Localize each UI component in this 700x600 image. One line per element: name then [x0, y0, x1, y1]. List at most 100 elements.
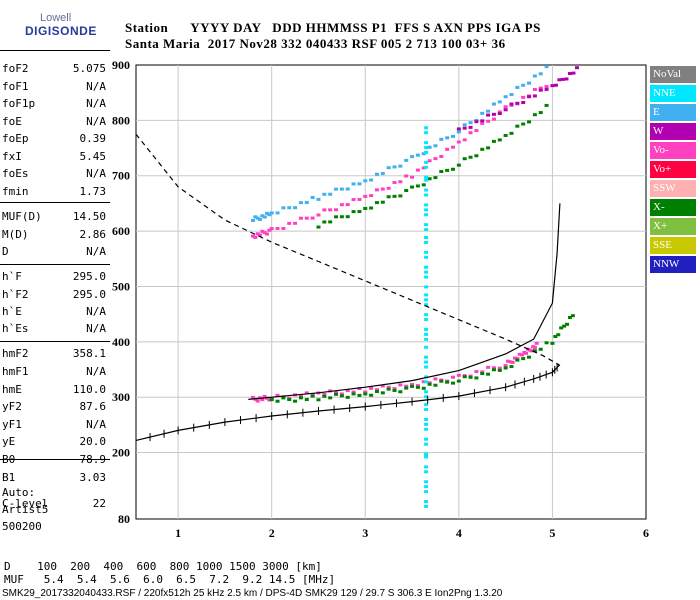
y-tick-label: 900: [112, 58, 130, 72]
param-name: M(D): [2, 228, 29, 241]
echo-point-vo-: [450, 145, 455, 149]
echo-point-vo-: [427, 159, 432, 163]
echo-point-vo-: [260, 229, 265, 233]
echo-point-w: [574, 66, 579, 70]
echo-point-x-: [468, 375, 473, 379]
echo-point-nne: [424, 255, 429, 259]
echo-point-nne: [424, 332, 429, 336]
echo-point-x-: [491, 368, 496, 372]
legend-item-x-: X+: [650, 218, 696, 235]
x-tick-label: 5: [549, 526, 555, 540]
echo-point-nne: [424, 490, 429, 494]
echo-point-w: [527, 95, 532, 99]
echo-point-e: [345, 187, 350, 191]
echo-point-vo-: [386, 186, 391, 190]
echo-point-vo-: [267, 398, 272, 402]
param-row-muf-d-: MUF(D) 14.50: [2, 210, 106, 226]
echo-point-x-: [450, 167, 455, 171]
echo-point-vo-: [269, 227, 274, 231]
echo-point-w: [491, 112, 496, 116]
echo-point-x-: [415, 184, 420, 188]
echo-point-x-: [538, 347, 543, 351]
param-name: foEp: [2, 132, 29, 145]
panel-separator: [0, 50, 110, 51]
echo-point-x-: [380, 200, 385, 204]
param-name: hmF1: [2, 365, 29, 378]
echo-point-w: [553, 83, 558, 87]
param-name: foEs: [2, 167, 29, 180]
echo-point-vo-: [534, 341, 539, 345]
echo-point-e: [404, 158, 409, 162]
echo-point-nne: [424, 160, 429, 164]
param-row-c-level: C-level 22: [2, 497, 106, 513]
param-row-ye: yE 20.0: [2, 435, 106, 451]
param-name: foF1p: [2, 97, 36, 110]
echo-point-vo-: [398, 383, 403, 387]
echo-point-w: [480, 119, 485, 123]
param-row-fof1p: foF1p N/A: [2, 97, 106, 113]
echo-point-w: [503, 108, 508, 112]
echo-point-w: [544, 87, 549, 91]
panel-separator: [0, 341, 110, 342]
echo-point-nne: [424, 465, 429, 469]
echo-point-vo-: [345, 389, 350, 393]
echo-point-vo-: [322, 208, 327, 212]
echo-point-vo-: [508, 360, 513, 364]
param-row-m-d-: M(D) 2.86: [2, 228, 106, 244]
echo-point-vo-: [310, 392, 315, 396]
echo-point-x-: [369, 393, 374, 397]
param-value: N/A: [86, 418, 106, 431]
echo-point-x-: [427, 177, 432, 181]
echo-point-vo-: [369, 194, 374, 198]
echo-point-nne: [424, 480, 429, 484]
echo-point-e: [265, 211, 270, 215]
echo-point-nne: [424, 417, 429, 421]
echo-point-vo-: [421, 380, 426, 384]
echo-point-nne: [424, 178, 429, 182]
logo-lowell-text: Lowell: [40, 12, 72, 24]
echo-point-vo-: [304, 216, 309, 220]
echo-point-vo-: [363, 390, 368, 394]
x-tick-label: 4: [456, 526, 462, 540]
echo-point-vo-: [328, 208, 333, 212]
legend-item-x-: X-: [650, 199, 696, 216]
param-name: foF1: [2, 80, 29, 93]
plot-frame: [135, 64, 647, 520]
echo-point-x-: [486, 372, 491, 376]
echo-point-vo-: [267, 228, 272, 232]
echo-point-nne: [424, 223, 429, 227]
param-name: D: [2, 245, 9, 258]
echo-point-w: [509, 102, 514, 106]
echo-point-x-: [570, 314, 575, 318]
echo-point-nne: [424, 422, 429, 426]
echo-point-x-: [491, 139, 496, 143]
param-name: h`F2: [2, 288, 29, 301]
echo-point-vo-: [512, 356, 517, 360]
autoscale-line2: Artist5: [2, 503, 49, 516]
echo-point-vo-: [439, 154, 444, 158]
echo-point-vo-: [345, 203, 350, 207]
echo-point-e: [462, 123, 467, 127]
echo-point-x-: [275, 399, 280, 403]
echo-point-x-: [565, 322, 570, 326]
param-row-fof1: foF1 N/A: [2, 80, 106, 96]
param-name: h`F: [2, 270, 22, 283]
param-value: N/A: [86, 115, 106, 128]
echo-point-x-: [410, 384, 415, 388]
echo-point-e: [255, 216, 260, 220]
echo-point-x-: [544, 103, 549, 107]
param-value: N/A: [86, 245, 106, 258]
echo-point-x-: [316, 225, 321, 229]
param-value: 20.0: [79, 435, 107, 448]
echo-point-w: [538, 88, 543, 92]
echo-point-w: [462, 126, 467, 130]
header-row-labels: Station YYYY DAY DDD HHMMSS P1 FFS S AXN…: [125, 20, 541, 35]
autoscale-line1: Auto:: [2, 486, 36, 499]
echo-point-vo-: [445, 147, 450, 151]
echo-point-x-: [269, 398, 274, 402]
echo-point-x-: [363, 392, 368, 396]
footer-muf-row: MUF 5.4 5.4 5.6 6.0 6.5 7.2 9.2 14.5 [MH…: [4, 573, 336, 586]
echo-point-e: [439, 137, 444, 141]
echo-point-nne: [424, 452, 429, 456]
